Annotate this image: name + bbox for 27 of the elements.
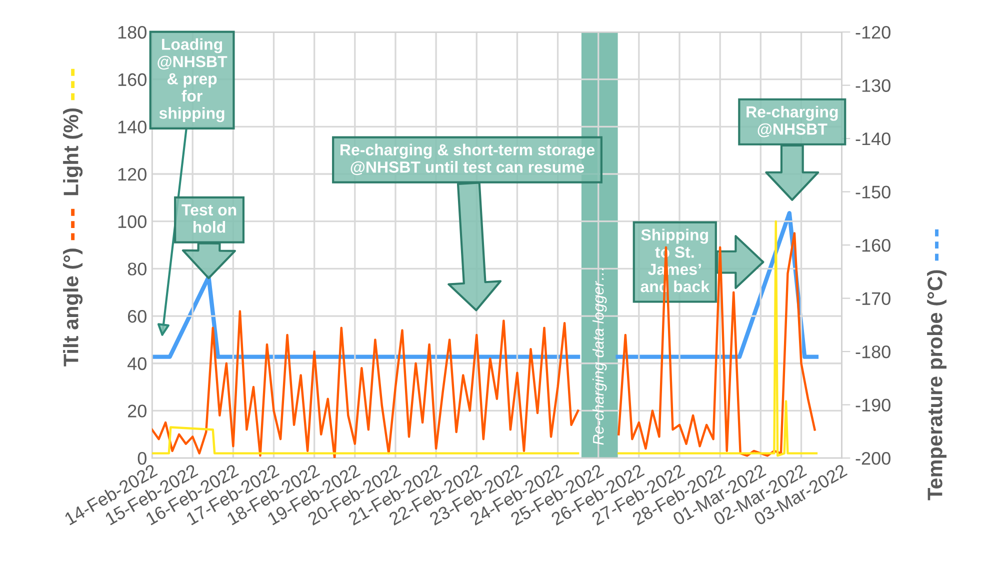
y-tick-label: 100 <box>118 215 146 228</box>
legend-label: Light (%) <box>63 108 83 196</box>
y-tick-label: 140 <box>118 120 146 134</box>
y2-tick-label: -130 <box>856 79 890 92</box>
band-label: Re-charging data logger… <box>592 268 607 445</box>
y2-tick-label: -170 <box>856 292 890 305</box>
annotation: Re-charging & short-term storage @NHSBT until test can resume <box>340 144 595 176</box>
y-tick-label: 120 <box>118 168 146 181</box>
y-tick-label: 60 <box>128 310 146 323</box>
y2-tick-label: -180 <box>856 345 890 358</box>
legend-label: Temperature probe (°C) <box>927 270 946 500</box>
y-tick-label: 20 <box>128 404 146 418</box>
y-tick-label: 160 <box>118 73 146 86</box>
y-tick-label: 40 <box>128 357 146 370</box>
annotation: Re-charging @NHSBT <box>746 106 838 138</box>
y2-tick-label: -190 <box>856 398 890 412</box>
y-tick-label: 0 <box>138 452 146 465</box>
annotation: Loading @NHSBT & prep for shipping <box>158 38 228 122</box>
y-tick-label: 180 <box>118 26 146 39</box>
y2-tick-label: -200 <box>856 452 890 465</box>
y2-tick-label: -140 <box>856 132 890 146</box>
annotation: Test on hold <box>182 204 236 233</box>
y2-tick-label: -120 <box>856 26 890 39</box>
y2-tick-label: -160 <box>856 238 890 252</box>
y2-tick-label: -150 <box>856 186 890 198</box>
y-tick-label: 80 <box>128 262 146 276</box>
legend-label: Tilt angle (°) <box>63 248 83 366</box>
